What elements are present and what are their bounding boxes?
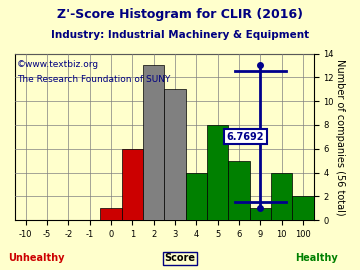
Bar: [292, 196, 314, 220]
Bar: [100, 208, 122, 220]
Bar: [122, 149, 143, 220]
Text: The Research Foundation of SUNY: The Research Foundation of SUNY: [17, 75, 171, 84]
Text: Healthy: Healthy: [296, 253, 338, 263]
Y-axis label: Number of companies (56 total): Number of companies (56 total): [335, 59, 345, 215]
Bar: [271, 173, 292, 220]
Bar: [186, 173, 207, 220]
Bar: [143, 66, 164, 220]
Bar: [164, 89, 186, 220]
Text: Unhealthy: Unhealthy: [8, 253, 64, 263]
Bar: [250, 208, 271, 220]
Text: Score: Score: [165, 253, 195, 263]
Text: Industry: Industrial Machinery & Equipment: Industry: Industrial Machinery & Equipme…: [51, 30, 309, 40]
Text: Z'-Score Histogram for CLIR (2016): Z'-Score Histogram for CLIR (2016): [57, 8, 303, 21]
Text: 6.7692: 6.7692: [227, 132, 264, 142]
Bar: [207, 125, 228, 220]
Bar: [228, 161, 250, 220]
Text: ©www.textbiz.org: ©www.textbiz.org: [17, 60, 99, 69]
